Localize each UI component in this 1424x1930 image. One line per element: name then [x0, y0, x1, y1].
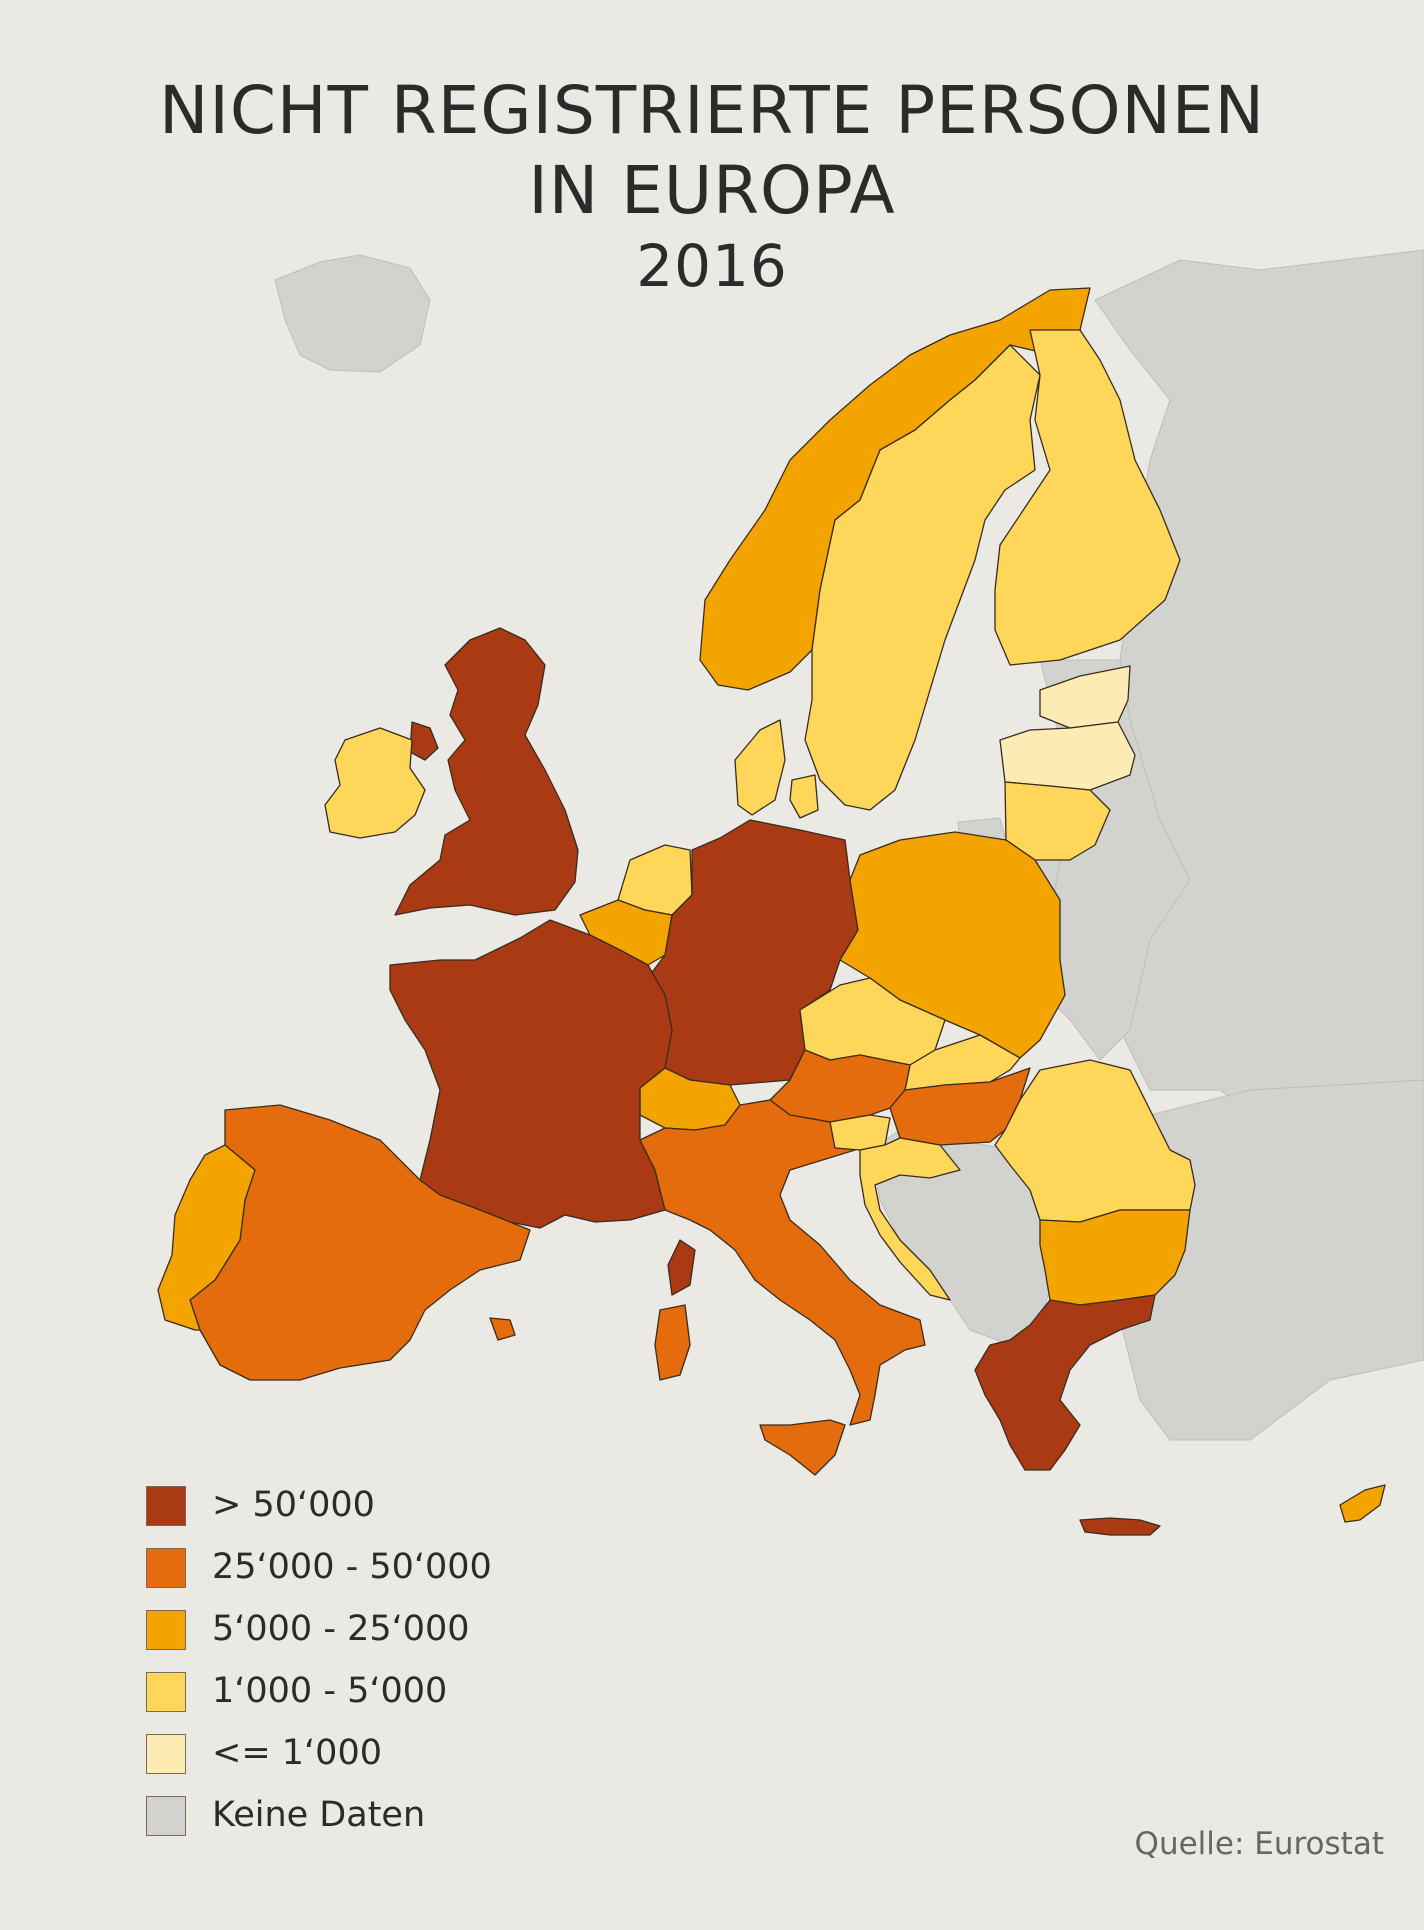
country-bulgaria	[1039, 1209, 1191, 1306]
country-corsica	[667, 1239, 696, 1296]
countries	[157, 287, 1386, 1536]
country-finland	[994, 329, 1181, 666]
country-sweden	[804, 344, 1041, 811]
map-title-line-2: IN EUROPA	[528, 152, 896, 229]
map-title-line-1: NICHT REGISTRIERTE PERSONEN	[159, 72, 1265, 149]
country-greece	[974, 1294, 1156, 1471]
country-united-kingdom	[394, 627, 579, 916]
legend-swatch	[146, 1796, 186, 1836]
country-poland	[839, 831, 1066, 1059]
country-cyprus	[1339, 1484, 1386, 1523]
country-france	[389, 919, 673, 1229]
legend-swatch	[146, 1610, 186, 1650]
country-italy	[639, 1099, 926, 1426]
country-latvia	[999, 721, 1136, 791]
country-sicily	[759, 1419, 846, 1476]
country-estonia	[1039, 665, 1131, 729]
legend-label: 5‘000 - 25‘000	[212, 1609, 470, 1649]
legend-label: <= 1‘000	[212, 1733, 382, 1773]
country-crete	[1079, 1517, 1161, 1536]
country-denmark-islands	[789, 774, 819, 819]
country-sardinia	[654, 1304, 691, 1381]
country-denmark	[734, 719, 786, 816]
legend-swatch	[146, 1548, 186, 1588]
country-balearics	[489, 1317, 516, 1341]
legend-swatch	[146, 1672, 186, 1712]
no-data-regions	[274, 249, 1424, 1441]
legend-label: 1‘000 - 5‘000	[212, 1671, 448, 1711]
legend-label: > 50‘000	[212, 1485, 375, 1525]
map-title-year: 2016	[636, 232, 788, 300]
legend-label: 25‘000 - 50‘000	[212, 1547, 492, 1587]
country-croatia	[859, 1137, 961, 1301]
source-note: Quelle: Eurostat	[1134, 1826, 1384, 1862]
legend-swatch	[146, 1486, 186, 1526]
country-slovenia	[829, 1114, 891, 1151]
iceland	[274, 254, 431, 373]
country-portugal	[157, 1144, 256, 1331]
country-northern-ireland	[409, 721, 439, 761]
legend-swatch	[146, 1734, 186, 1774]
country-ireland	[324, 727, 426, 839]
legend-label: Keine Daten	[212, 1795, 426, 1835]
